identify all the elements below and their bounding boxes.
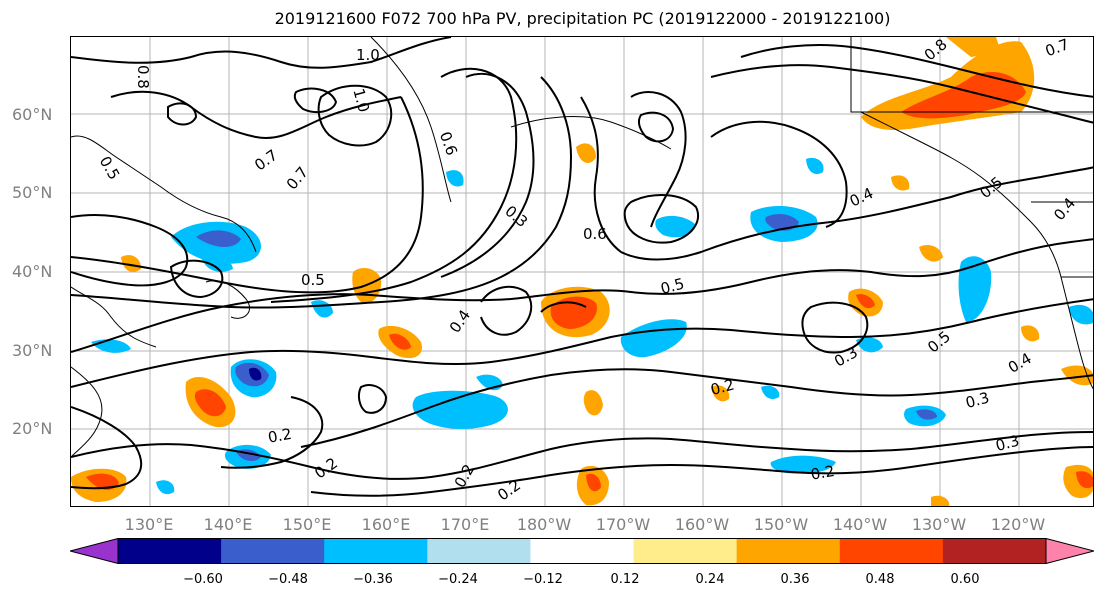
lon-label-170e: 170°E — [440, 515, 490, 534]
lat-label-50n: 50°N — [12, 183, 53, 202]
contour-label: 0.3 — [994, 431, 1022, 455]
contour-label: 0.3 — [964, 388, 992, 412]
colorbar-tick-label: −0.36 — [353, 572, 393, 587]
colorbar-tick-label: 0.12 — [610, 572, 640, 587]
lat-label-60n: 60°N — [12, 105, 53, 124]
lon-label-160e: 160°E — [361, 515, 411, 534]
contour-label: 1.0 — [356, 46, 380, 64]
colorbar-tick-label: 0.24 — [695, 572, 725, 587]
colorbar-segment — [427, 538, 531, 564]
lat-label-20n: 20°N — [12, 419, 53, 438]
contour-label: 0.3 — [501, 202, 531, 231]
lon-label-130w: 130°W — [911, 515, 967, 534]
colorbar-tick-label: −0.12 — [523, 572, 563, 587]
map-canvas: 1.0 0.8 1.0 0.5 0.7 0.7 0.6 0.3 0.6 0.4 … — [71, 37, 1093, 506]
colorbar-segment — [942, 538, 1047, 564]
lon-label-140e: 140°E — [203, 515, 253, 534]
contour-label: 0.7 — [1043, 37, 1072, 60]
contour-label: 0.5 — [659, 274, 687, 298]
contour-label: 0.5 — [96, 153, 124, 183]
contour-label: 1.0 — [349, 87, 373, 115]
colorbar-tick-label: −0.24 — [438, 572, 478, 587]
contour-label: 0.4 — [1050, 194, 1079, 224]
colorbar-left-triangle-icon — [68, 537, 119, 565]
contour-label: 0.4 — [847, 184, 876, 210]
colorbar-segment — [530, 538, 635, 564]
colorbar-tick-label: 0.60 — [950, 572, 980, 587]
colorbar-tick-label: 0.36 — [780, 572, 810, 587]
map-panel: 1.0 0.8 1.0 0.5 0.7 0.7 0.6 0.3 0.6 0.4 … — [70, 36, 1094, 507]
lon-label-180w: 180°W — [516, 515, 572, 534]
map-title: 2019121600 F072 700 hPa PV, precipitatio… — [274, 9, 891, 28]
colorbar-segment — [324, 538, 428, 564]
colorbar-segment — [839, 538, 944, 564]
precip-shading — [71, 37, 1093, 506]
contour-label: 0.2 — [267, 425, 294, 447]
colorbar-tick-label: −0.48 — [268, 572, 308, 587]
lon-label-120w: 120°W — [990, 515, 1046, 534]
contour-label: 0.2 — [809, 462, 836, 484]
lon-label-150w: 150°W — [753, 515, 809, 534]
lon-label-170w: 170°W — [595, 515, 651, 534]
contour-label: 0.6 — [583, 225, 607, 243]
lon-label-140w: 140°W — [832, 515, 888, 534]
contour-label: 0.3 — [831, 343, 861, 371]
colorbar-canvas — [68, 537, 1096, 565]
lon-label-130e: 130°E — [124, 515, 174, 534]
contour-label: 0.5 — [301, 271, 325, 289]
colorbar-outline — [117, 538, 1047, 564]
lon-label-150e: 150°E — [282, 515, 332, 534]
contour-label: 0.2 — [311, 454, 341, 482]
pv-contours — [71, 37, 1093, 497]
contour-label: 0.4 — [1005, 349, 1035, 377]
colorbar — [68, 537, 1096, 565]
colorbar-tick-label: 0.48 — [865, 572, 895, 587]
colorbar-segment — [221, 538, 325, 564]
colorbar-segment — [633, 538, 738, 564]
gridlines — [71, 37, 1093, 506]
colorbar-right-triangle-icon — [1045, 537, 1096, 565]
lon-label-160w: 160°W — [674, 515, 730, 534]
lat-label-30n: 30°N — [12, 341, 53, 360]
lat-label-40n: 40°N — [12, 262, 53, 281]
colorbar-tick-label: −0.60 — [183, 572, 223, 587]
contour-label: 0.2 — [709, 375, 737, 399]
contour-label: 0.4 — [446, 306, 474, 336]
colorbar-segment — [736, 538, 841, 564]
contour-label: 0.7 — [251, 146, 281, 174]
colorbar-segment — [118, 538, 222, 564]
contour-label: 0.6 — [436, 129, 461, 158]
contour-label: 0.8 — [134, 65, 152, 89]
